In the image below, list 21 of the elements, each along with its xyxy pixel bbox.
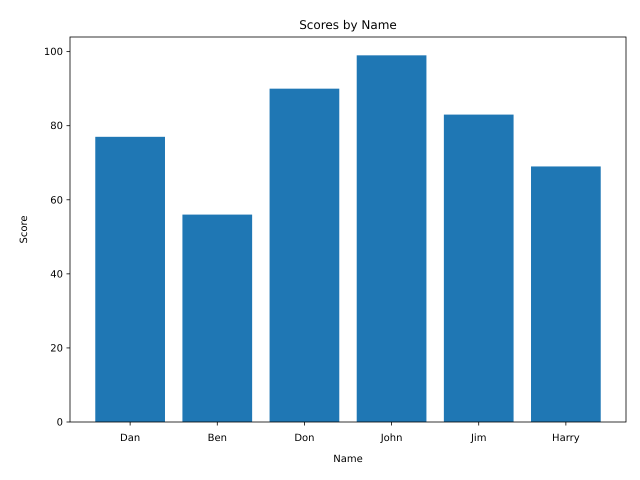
y-tick-label: 20 [50, 343, 63, 354]
y-tick-label: 0 [56, 418, 63, 428]
chart-title: Scores by Name [299, 18, 397, 32]
x-axis-title: Name [333, 454, 363, 465]
y-tick-label: 60 [50, 195, 63, 206]
bar [182, 214, 252, 422]
x-tick-label: Jim [470, 433, 486, 444]
bar [95, 136, 165, 422]
y-tick-label: 100 [44, 47, 63, 58]
bar [444, 114, 514, 422]
x-tick-label: Harry [552, 433, 580, 444]
x-tick-label: Don [294, 433, 315, 444]
y-tick-label: 40 [50, 269, 63, 280]
bar [531, 166, 601, 422]
bar [270, 88, 340, 422]
y-axis-title: Score [19, 215, 30, 244]
y-tick-label: 80 [50, 121, 63, 132]
x-tick-label: John [380, 433, 402, 444]
bar [356, 55, 426, 422]
x-tick-label: Dan [120, 433, 140, 444]
x-tick-label: Ben [208, 433, 227, 444]
